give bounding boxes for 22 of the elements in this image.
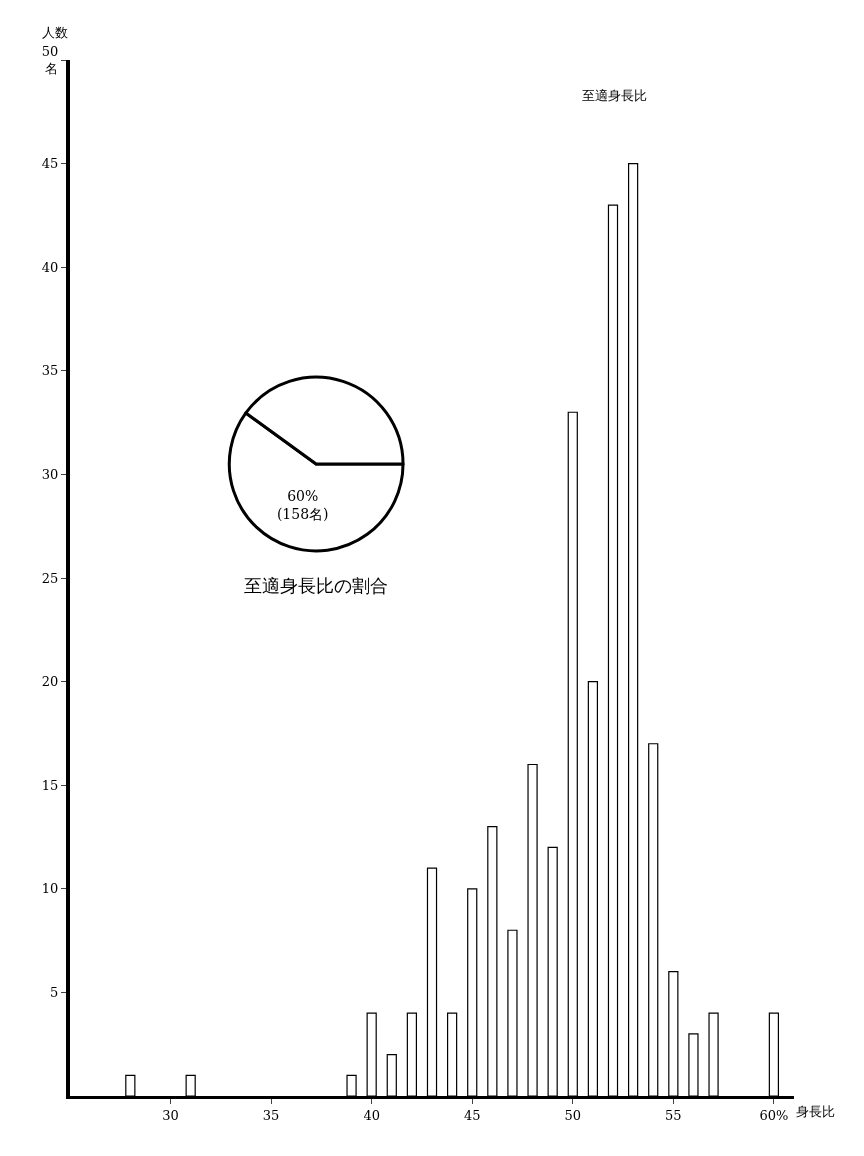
data-label: 60% (158名) (276, 488, 329, 523)
y-tick-label: 25 (41, 570, 59, 586)
x-tick-label: 40 (363, 1107, 380, 1123)
y-tick-label: 35 (41, 363, 59, 379)
y-tick-label: 10 (41, 881, 59, 897)
y-tick-label: 50 名 (41, 44, 59, 76)
x-tick-label: 55 (665, 1107, 682, 1123)
y-tick-label: 15 (41, 777, 59, 793)
y-tick-label: 30 (41, 466, 59, 482)
x-tick-label: 30 (162, 1107, 179, 1123)
x-tick-label: 60% (759, 1107, 789, 1123)
x-axis-title: 身長比 (796, 1104, 835, 1119)
text: 至適身長比の割合 (244, 575, 388, 596)
annotation: 至適身長比 (582, 88, 647, 103)
y-tick-label: 40 (41, 259, 59, 275)
x-tick-label: 35 (262, 1107, 280, 1123)
y-tick-label: 45 (41, 156, 59, 172)
y-tick-label: 20 (41, 674, 59, 690)
x-tick-label: 50 (564, 1107, 582, 1123)
y-tick-label: 5 (50, 984, 59, 1000)
y-axis-title: 人数 (42, 25, 68, 40)
x-tick-label: 45 (463, 1107, 481, 1123)
